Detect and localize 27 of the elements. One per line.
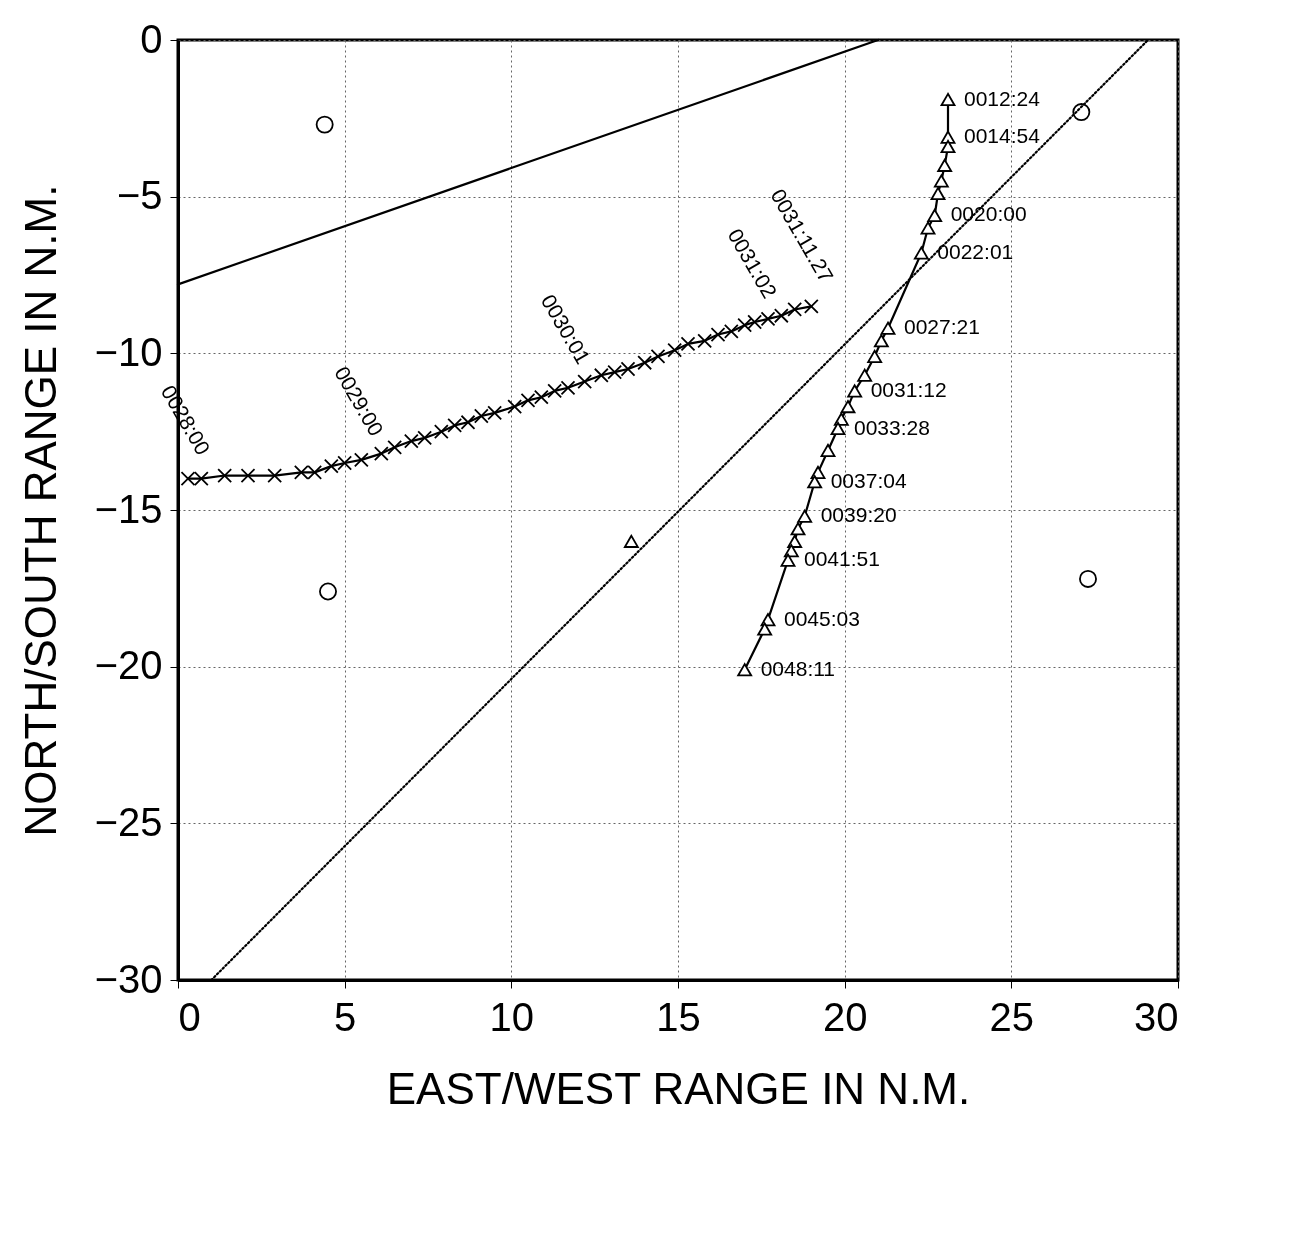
annotation: 0027:21 [904, 315, 980, 339]
y-tick-label: −5 [116, 173, 163, 218]
annotation: 0012:24 [964, 86, 1041, 110]
x-tick-label: 0 [178, 994, 201, 1039]
x-tick-label: 5 [334, 994, 357, 1039]
annotation: 0041:51 [804, 547, 880, 571]
x-tick-label: 20 [822, 994, 868, 1039]
annotation: 0048:11 [760, 656, 836, 680]
y-axis-title: NORTH/SOUTH RANGE IN N.M. [15, 184, 65, 837]
annotation: 0031:12 [870, 377, 947, 401]
x-tick-label: 10 [489, 994, 535, 1039]
y-tick-label: −20 [94, 643, 163, 688]
annotation: 0045:03 [784, 606, 860, 630]
x-tick-label: 15 [656, 994, 701, 1039]
annotation: 0022:01 [937, 240, 1014, 264]
annotation: 0033:28 [854, 415, 930, 439]
x-tick-label: 25 [989, 994, 1035, 1039]
y-tick-label: −25 [94, 799, 163, 844]
y-tick-label: 0 [140, 16, 163, 61]
y-tick-label: −10 [94, 329, 163, 374]
x-tick-label: 30 [1134, 994, 1179, 1039]
annotation: 0014:54 [964, 124, 1041, 148]
x-axis-title: EAST/WEST RANGE IN N.M. [386, 1063, 971, 1113]
annotation: 0039:20 [820, 503, 897, 527]
y-tick-label: −15 [94, 486, 163, 531]
y-tick-label: −30 [94, 956, 163, 1001]
annotation: 0037:04 [830, 468, 907, 492]
